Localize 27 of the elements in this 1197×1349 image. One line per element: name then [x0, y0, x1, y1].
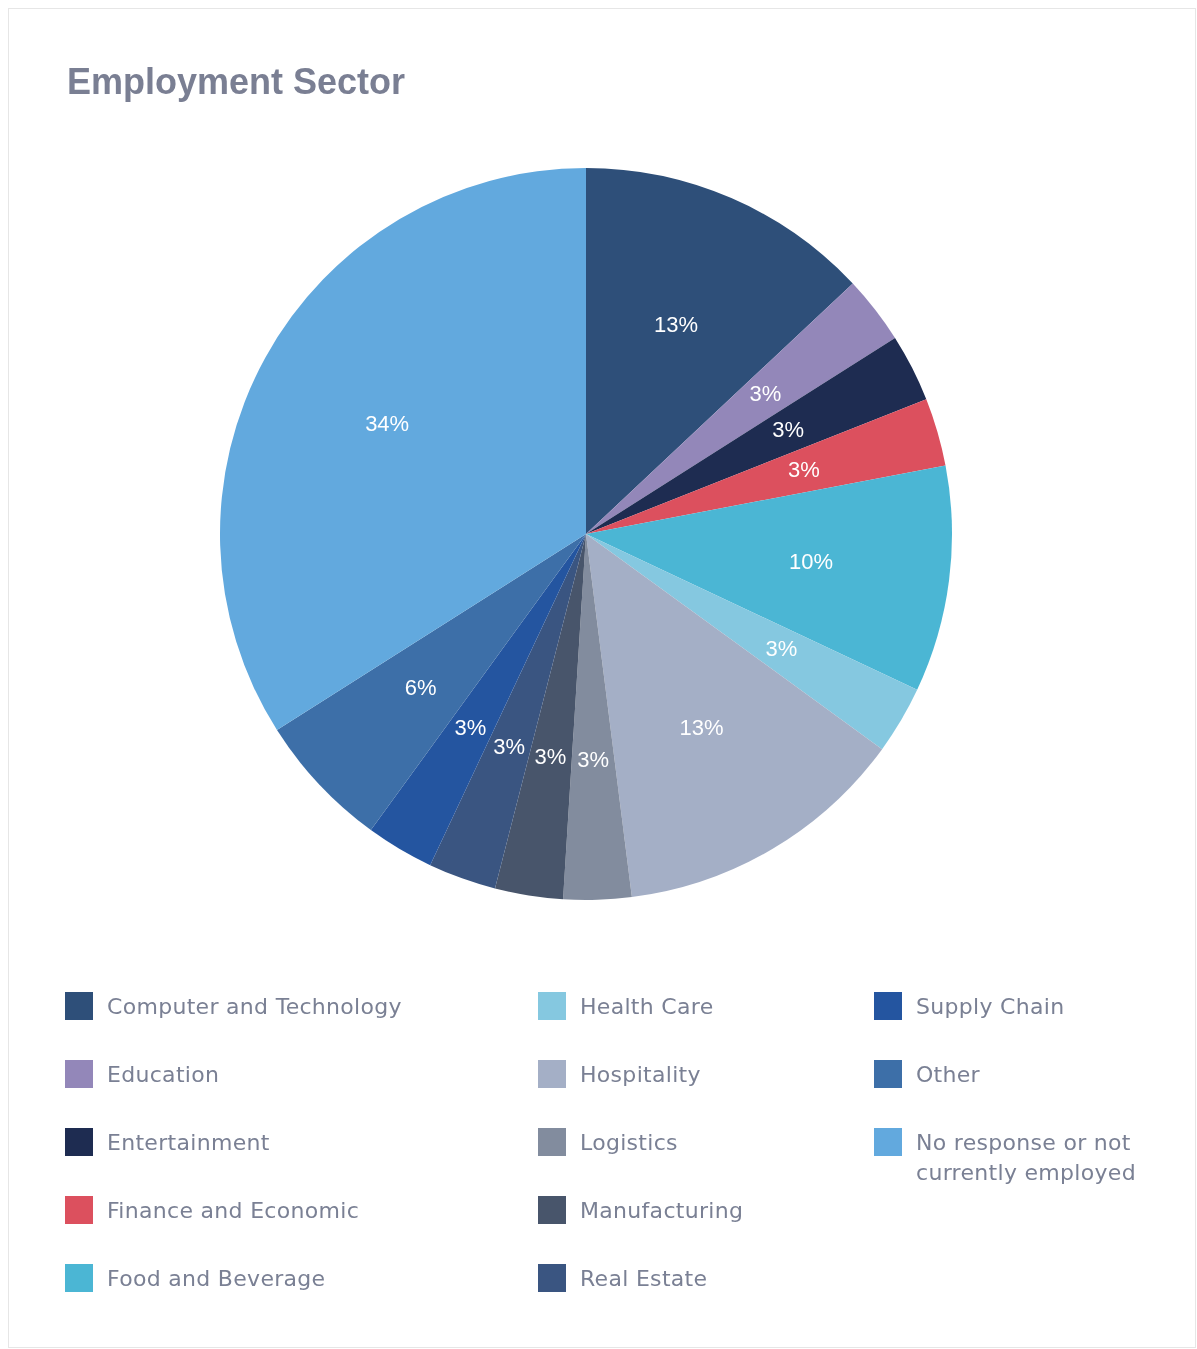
legend-label: Supply Chain [916, 993, 1065, 1021]
data-label: 3% [577, 746, 610, 772]
legend-label: Other [916, 1061, 980, 1089]
legend-label: No response or not currently employed [916, 1129, 1137, 1187]
legend-label: Health Care [580, 993, 714, 1021]
legend-label: Entertainment [107, 1129, 270, 1157]
legend-label: Logistics [580, 1129, 678, 1157]
legend-label: Education [107, 1061, 220, 1089]
legend-label: Hospitality [580, 1061, 701, 1089]
legend-label: Manufacturing [580, 1197, 744, 1225]
data-label: 3% [454, 715, 487, 741]
data-label: 3% [534, 744, 567, 770]
data-label: 13% [679, 715, 724, 741]
chart-title: Employment Sector [67, 61, 406, 103]
data-label: 10% [789, 548, 834, 574]
legend-label: Finance and Economic [107, 1197, 360, 1225]
legend-label: Food and Beverage [107, 1265, 326, 1293]
data-label: 3% [772, 417, 805, 443]
data-label: 34% [365, 410, 410, 436]
data-label: 6% [404, 675, 437, 701]
legend-label: Computer and Technology [107, 993, 402, 1021]
data-label: 3% [788, 456, 820, 482]
legend-label: Real Estate [580, 1265, 708, 1293]
data-label: 3% [765, 635, 798, 661]
data-label: 3% [493, 733, 526, 759]
data-label: 3% [749, 380, 782, 406]
data-label: 13% [654, 311, 699, 337]
